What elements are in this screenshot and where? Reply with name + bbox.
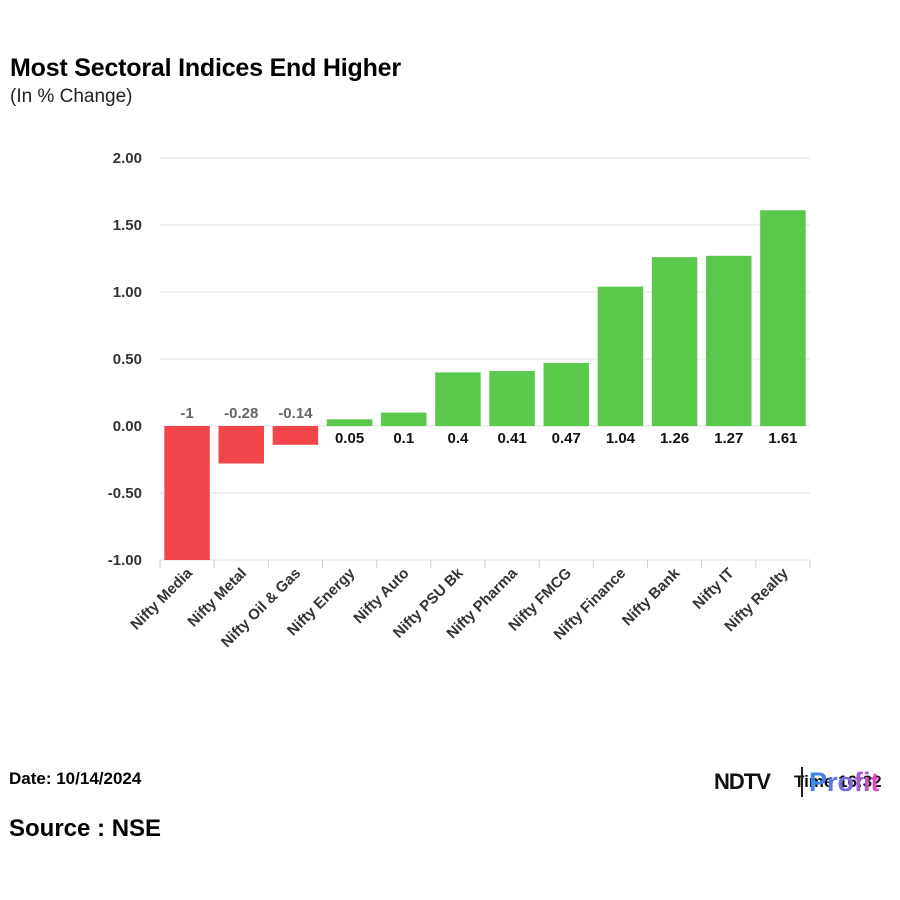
bar-nifty-pharma [489,371,535,426]
chart-subtitle: (In % Change) [10,86,133,107]
source-label: Source : NSE [9,815,162,842]
bar-nifty-realty [760,210,806,426]
y-tick-label: -0.50 [108,485,142,502]
data-label: 1.27 [714,430,743,447]
y-tick-label: 0.00 [113,418,142,435]
data-label: 0.4 [447,430,469,447]
gridlines [159,157,811,568]
bar-nifty-psu-bk [435,372,481,426]
chart-title: Most Sectoral Indices End Higher [10,54,401,82]
bar-nifty-oil-gas [272,426,319,445]
x-tick-label: Nifty Media [127,564,196,633]
brand-divider [801,767,803,797]
y-tick-label: -1.00 [108,552,142,569]
brand-time: Time 16:32 [794,772,882,792]
data-labels: -1 -0.28 -0.14 0.05 0.1 0.4 0.41 0.47 1.04 1.26 1.… [180,405,797,447]
data-label: 0.1 [393,430,414,447]
data-label: 1.04 [606,430,636,447]
data-label: 1.61 [768,430,797,447]
brand-ndtv-wordmark: NDTV [714,769,771,794]
y-tick-label: 2.00 [113,150,142,167]
y-axis-ticks: 2.00 1.50 1.00 0.50 0.00 -0.50 -1.00 [108,150,142,569]
bar-nifty-media [164,426,210,560]
x-tick-label: Nifty Bank [619,564,684,629]
bar-nifty-it [706,255,752,426]
bar-nifty-fmcg [543,363,589,426]
y-tick-label: 0.50 [113,351,142,368]
bar-nifty-auto [381,412,427,426]
y-tick-label: 1.00 [113,284,142,301]
data-label: 0.05 [335,430,364,447]
date-label: Date: 10/14/2024 [9,769,142,788]
data-label: 0.47 [552,430,581,447]
data-label: 0.41 [497,430,526,447]
brand-logo: NDTV Time 16:32 Profit [714,764,900,800]
bar-nifty-bank [651,257,698,426]
data-label: -1 [180,405,193,422]
bar-nifty-finance [597,286,644,426]
bar-nifty-energy [326,419,373,426]
data-label: -0.28 [224,405,258,422]
bar-nifty-metal [218,426,264,464]
data-label: -0.14 [278,405,313,422]
brand-profit-wordmark: Profit [809,767,880,797]
data-label: 1.26 [660,430,689,447]
bars [164,210,806,560]
y-tick-label: 1.50 [113,217,142,234]
x-tick-label: Nifty IT [690,565,738,613]
